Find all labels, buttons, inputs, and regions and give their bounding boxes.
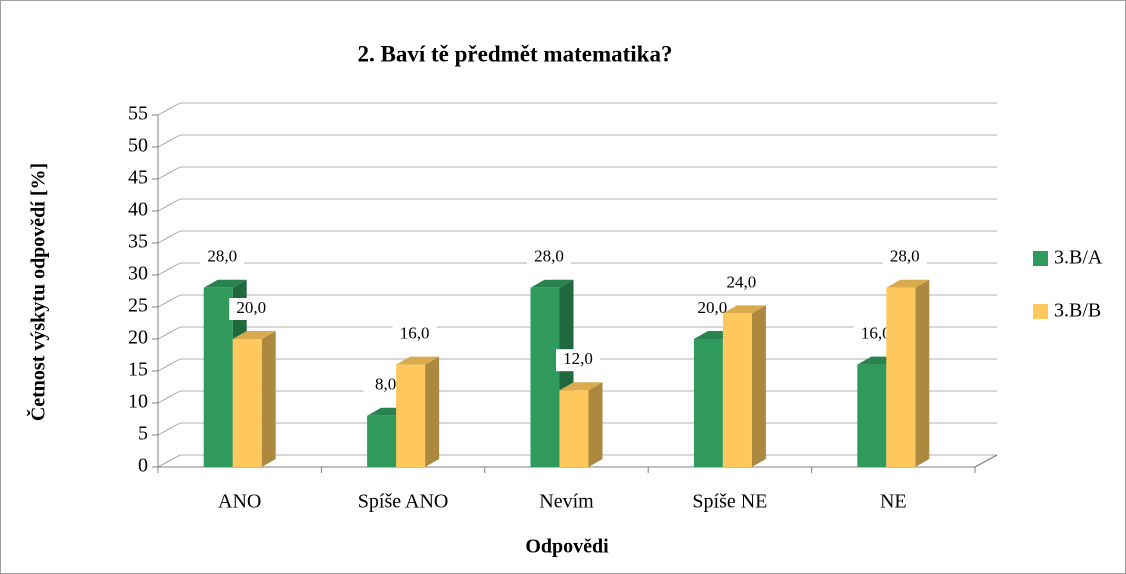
y-tick-label: 0 — [138, 455, 148, 477]
grid-line — [157, 294, 997, 308]
bar — [396, 364, 426, 467]
value-label: 24,0 — [727, 272, 757, 291]
x-tick-label: Nevím — [539, 491, 594, 513]
bar-side — [425, 356, 440, 467]
y-tick-label: 55 — [128, 103, 148, 125]
value-label-bg — [882, 246, 927, 269]
value-label-bg — [229, 298, 274, 320]
grid-line — [157, 230, 997, 244]
y-tick-label: 35 — [128, 231, 148, 253]
x-tick-label: Spíše ANO — [358, 491, 449, 513]
x-axis-title: Odpovědi — [525, 536, 609, 558]
value-label-bg — [556, 349, 600, 372]
bar-side — [751, 305, 766, 467]
y-tick-label: 30 — [128, 263, 148, 285]
grid-line — [157, 198, 997, 212]
y-tick-label: 50 — [128, 135, 148, 157]
bar — [367, 415, 397, 467]
bar — [203, 287, 233, 467]
x-tick-label: Spíše NE — [692, 491, 767, 513]
y-axis-title: Četnost výskytu odpovědí [%] — [26, 163, 50, 421]
legend-label: 3.B/A — [1054, 247, 1103, 269]
y-tick-label: 45 — [128, 167, 148, 189]
value-label-bg — [527, 246, 571, 269]
bar-side — [588, 382, 603, 467]
bar-top — [232, 331, 276, 339]
grid-line — [157, 134, 997, 148]
bar — [530, 287, 560, 467]
value-label: 8,0 — [375, 375, 396, 394]
y-tick-label: 40 — [128, 199, 148, 221]
bar — [693, 339, 723, 467]
y-tick-label: 5 — [138, 423, 148, 445]
bar-top — [886, 279, 930, 288]
value-label: 28,0 — [207, 247, 237, 266]
bar-side — [261, 331, 276, 467]
chart-title: 2. Baví tě předmět matematika? — [358, 41, 673, 66]
y-tick-label: 25 — [128, 295, 148, 317]
value-label: 16,0 — [861, 324, 891, 343]
bar-side — [915, 279, 930, 467]
value-label: 12,0 — [563, 349, 593, 368]
y-tick-label: 10 — [128, 391, 148, 413]
value-label-bg — [392, 323, 437, 346]
bar — [559, 390, 589, 467]
bar — [232, 339, 262, 467]
value-label: 16,0 — [400, 324, 430, 343]
bar — [722, 313, 752, 467]
y-tick-label: 15 — [128, 359, 148, 381]
legend-swatch — [1033, 304, 1048, 319]
x-tick-label: ANO — [218, 491, 261, 513]
x-axis-end — [974, 454, 998, 468]
bar-top — [396, 356, 440, 365]
y-tick-label: 20 — [128, 327, 148, 349]
value-label-bg — [719, 272, 764, 295]
bar-top — [559, 382, 603, 391]
bar-top — [203, 279, 247, 288]
bar — [857, 364, 887, 467]
value-label-bg — [200, 246, 245, 269]
x-tick-label: NE — [880, 491, 907, 513]
legend-swatch — [1033, 251, 1048, 266]
value-label: 28,0 — [890, 247, 920, 266]
bar — [886, 287, 916, 467]
bar-top — [530, 279, 574, 288]
bar-top — [722, 305, 766, 314]
value-label: 20,0 — [236, 298, 266, 317]
value-label: 20,0 — [698, 298, 728, 317]
value-label: 28,0 — [534, 247, 564, 266]
grid-line — [157, 262, 997, 276]
legend-label: 3.B/B — [1054, 300, 1101, 322]
grid-line — [157, 102, 997, 116]
grid-line — [157, 166, 997, 180]
